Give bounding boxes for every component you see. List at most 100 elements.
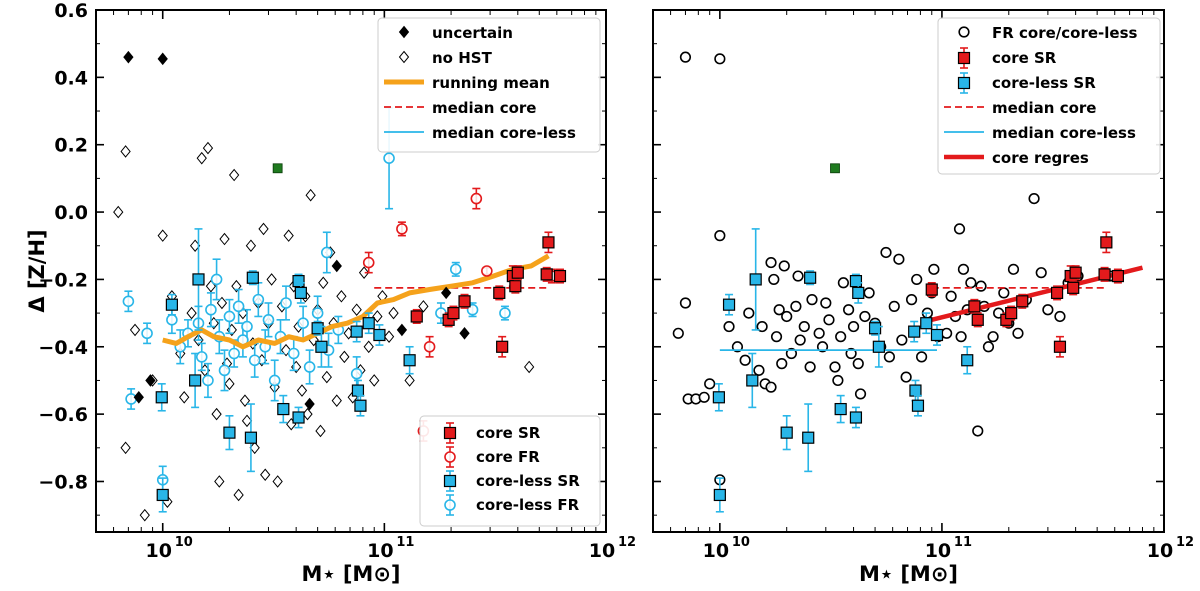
green-point <box>272 163 283 174</box>
coreless-fr-point <box>166 314 178 326</box>
fr-point <box>1054 310 1066 323</box>
core-sr-point <box>1111 269 1124 283</box>
no-hst-point <box>363 340 374 354</box>
core-fr-point <box>396 223 408 235</box>
fr-point <box>829 361 841 373</box>
fr-point <box>770 331 783 343</box>
coreless-fr-point <box>383 152 395 164</box>
core-sr-point <box>1053 340 1067 353</box>
fr-point <box>965 277 977 289</box>
no-hst-point <box>196 151 207 165</box>
y-tick-label: 0.6 <box>54 0 88 22</box>
no-hst-point <box>336 289 347 303</box>
fr-point <box>813 327 825 339</box>
x-tick-label: 10 <box>145 540 171 562</box>
coreless-fr-point <box>141 327 153 340</box>
coreless-sr-point <box>373 328 386 342</box>
no-hst-point <box>258 222 269 236</box>
core-fr-point <box>423 340 436 353</box>
x-tick-exponent: 12 <box>618 535 636 550</box>
fr-point <box>781 310 793 323</box>
fr-point <box>1042 304 1054 316</box>
fr-point <box>911 273 923 286</box>
no-hst-point <box>388 306 399 320</box>
core-sr-point <box>1005 306 1018 320</box>
legend-right: FR core/core-less core SR core-less SR medi… <box>937 17 1161 175</box>
coreless-fr-point <box>232 300 245 313</box>
core-sr-point <box>553 269 567 283</box>
x-tick-exponent: 10 <box>175 535 193 550</box>
legend-mediancore-label: median core <box>432 99 536 117</box>
fr-point <box>982 341 995 353</box>
fr-point <box>837 277 849 289</box>
coreless-sr-point <box>192 273 205 286</box>
fr-point <box>854 388 867 400</box>
coreless-sr-point <box>961 354 974 367</box>
coreless-sr-point <box>351 384 365 397</box>
fr-point <box>896 334 908 346</box>
legend-box <box>937 17 1161 175</box>
coreless-fr-point <box>122 295 135 308</box>
core-sr-point <box>1069 266 1082 279</box>
coreless-fr-point <box>205 303 217 316</box>
coreless-fr-point <box>280 297 292 309</box>
legend-lesssr-marker <box>957 76 971 90</box>
coreless-fr-point <box>252 293 265 306</box>
uncertain-point <box>123 50 134 64</box>
coreless-sr-point <box>354 399 367 412</box>
core-fr-point <box>470 192 483 205</box>
core-sr-point <box>493 286 506 299</box>
x-tick-exponent: 10 <box>732 535 750 550</box>
core-fr-point <box>481 265 493 277</box>
legend-nohst-marker <box>398 50 410 64</box>
coreless-fr-point <box>228 347 240 360</box>
coreless-sr-point <box>155 391 168 404</box>
legend-top-left: uncertain no HST running mean median core me… <box>377 17 601 153</box>
x-tick-exponent: 12 <box>1176 535 1194 550</box>
right-frame <box>652 9 1165 533</box>
uncertain-point <box>145 374 156 387</box>
coreless-fr-point <box>303 361 316 373</box>
core-sr-point <box>925 283 938 296</box>
coreless-sr-point <box>909 384 922 397</box>
core-sr-point <box>1098 268 1111 281</box>
coreless-fr-point <box>202 374 214 387</box>
no-hst-point <box>418 300 429 313</box>
coreless-fr-point <box>223 310 236 323</box>
fr-point <box>928 263 940 275</box>
fr-point <box>888 300 900 312</box>
no-hst-point <box>239 394 251 407</box>
fr-point <box>743 307 755 319</box>
fr-point <box>698 391 710 403</box>
no-hst-point <box>214 475 225 488</box>
coreless-sr-point <box>189 374 202 387</box>
fr-point <box>847 320 860 333</box>
coreless-fr-point <box>321 246 333 259</box>
legend-running-label: running mean <box>432 74 550 92</box>
coreless-fr-point <box>287 347 300 360</box>
fr-point <box>843 304 855 316</box>
coreless-fr-point <box>449 263 462 276</box>
x-tick-label: 10 <box>589 540 615 562</box>
core-sr-point <box>542 236 555 249</box>
left-panel: Δ [Z/H]−0.8−0.6−0.4−0.20.00.20.40.610 10 1… <box>25 0 636 586</box>
fr-point <box>859 310 871 323</box>
coreless-sr-point <box>362 317 375 330</box>
no-hst-point <box>318 276 329 290</box>
coreless-sr-point <box>911 399 925 412</box>
coreless-sr-point <box>872 340 885 353</box>
uncertain-point <box>440 286 452 300</box>
fr-point <box>679 51 692 63</box>
legend-medianless-label: median core-less <box>432 124 576 142</box>
fr-point <box>863 287 875 299</box>
core-sr-point <box>1050 286 1064 299</box>
fr-point <box>955 331 967 343</box>
fr-point <box>1012 327 1024 339</box>
legend-lessfr-marker <box>444 499 456 511</box>
no-hst-point <box>404 374 415 387</box>
legend-lesssr-marker <box>443 474 457 488</box>
legend-box <box>419 415 601 527</box>
y-tick-label: −0.6 <box>38 404 88 426</box>
no-hst-point <box>129 323 141 337</box>
coreless-sr-point <box>156 488 169 502</box>
